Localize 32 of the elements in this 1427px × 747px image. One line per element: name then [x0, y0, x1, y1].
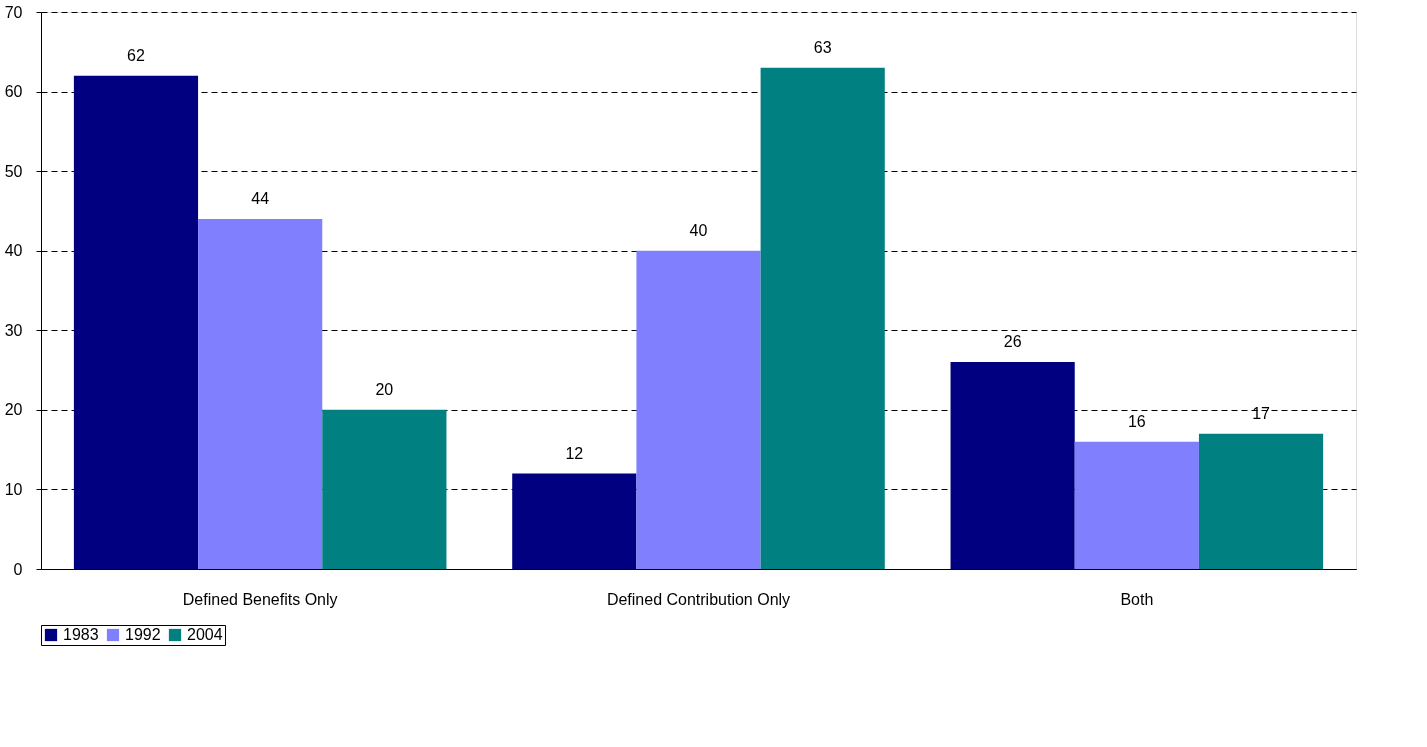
y-tick-label: 60	[4, 83, 23, 101]
bar	[760, 67, 885, 569]
y-tick-label: 20	[4, 401, 23, 419]
x-tick-label: Defined Benefits Only	[182, 590, 338, 608]
legend-label: 1983	[63, 626, 99, 643]
y-tick-label: 30	[4, 321, 23, 339]
bar	[198, 218, 323, 569]
data-label: 40	[689, 221, 708, 239]
bar	[636, 250, 761, 569]
bar	[950, 362, 1075, 569]
bar	[73, 75, 199, 569]
data-label: 12	[565, 444, 584, 462]
data-label: 62	[127, 46, 145, 64]
y-tick-label: 40	[4, 242, 23, 260]
data-label: 16	[1127, 412, 1146, 430]
data-label: 17	[1252, 404, 1271, 422]
y-tick-label: 0	[13, 560, 23, 578]
data-label: 63	[813, 38, 832, 56]
data-label: 44	[251, 189, 270, 207]
y-tick-label: 50	[4, 162, 23, 180]
bar	[322, 409, 447, 569]
y-tick-label: 70	[4, 3, 23, 21]
legend-label: 1992	[125, 626, 161, 643]
bar	[1198, 433, 1324, 569]
x-tick-label: Both	[1120, 590, 1154, 608]
legend-label: 2004	[187, 626, 223, 643]
data-label: 20	[375, 380, 394, 398]
x-tick-label: Defined Contribution Only	[606, 590, 791, 608]
bar	[512, 473, 637, 569]
y-tick-label: 10	[4, 480, 23, 498]
data-label: 26	[1003, 333, 1022, 351]
bar	[1074, 441, 1199, 569]
